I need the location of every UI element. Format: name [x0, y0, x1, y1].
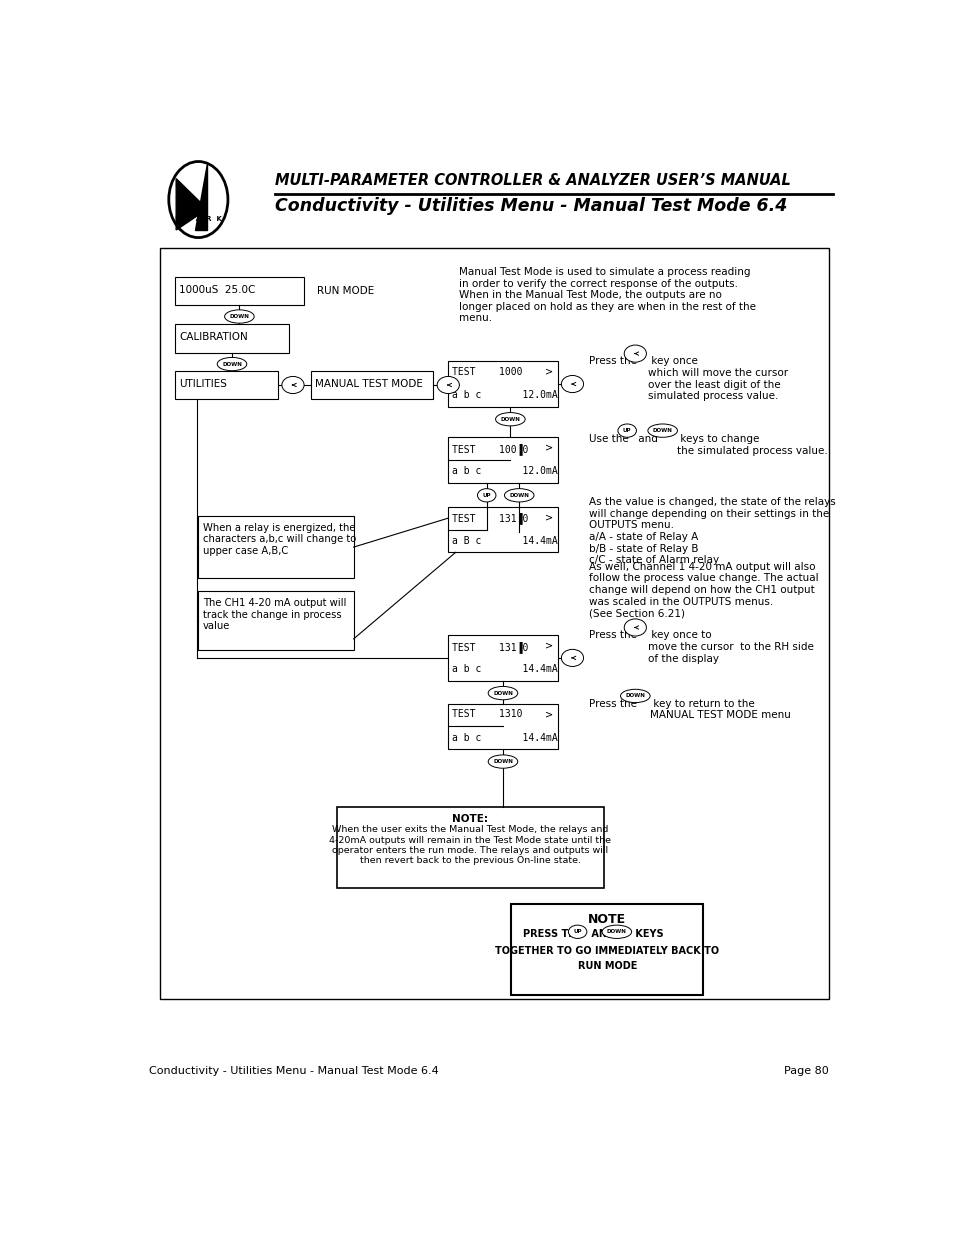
Text: NOTE:: NOTE: — [452, 814, 488, 824]
Ellipse shape — [504, 489, 534, 501]
Text: MANUAL TEST MODE: MANUAL TEST MODE — [314, 379, 422, 389]
Text: Press the: Press the — [588, 357, 639, 367]
Bar — [160, 248, 828, 999]
Text: a B c       14.4mA: a B c 14.4mA — [452, 536, 558, 546]
Text: The CH1 4-20 mA output will
track the change in process
value: The CH1 4-20 mA output will track the ch… — [203, 598, 346, 631]
Text: TEST    131▐0: TEST 131▐0 — [452, 513, 528, 525]
Text: When the user exits the Manual Test Mode, the relays and
4-20mA outputs will rem: When the user exits the Manual Test Mode… — [329, 825, 611, 866]
Text: RUN MODE: RUN MODE — [577, 961, 637, 971]
Text: UTILITIES: UTILITIES — [179, 379, 227, 389]
Text: MULTI-PARAMETER CONTROLLER & ANALYZER USER’S MANUAL: MULTI-PARAMETER CONTROLLER & ANALYZER US… — [274, 173, 789, 188]
Text: >: > — [544, 709, 553, 719]
Ellipse shape — [217, 357, 247, 370]
Ellipse shape — [560, 650, 583, 667]
Bar — [448, 361, 558, 406]
Text: DOWN: DOWN — [625, 693, 644, 699]
Text: >: > — [544, 513, 553, 522]
Text: a b c       14.4mA: a b c 14.4mA — [452, 664, 558, 674]
Text: 1000uS  25.0C: 1000uS 25.0C — [179, 285, 255, 295]
Ellipse shape — [495, 412, 524, 426]
Text: a b c       12.0mA: a b c 12.0mA — [452, 467, 558, 477]
Text: DOWN: DOWN — [222, 362, 242, 367]
Text: DOWN: DOWN — [606, 929, 626, 935]
Ellipse shape — [476, 489, 496, 501]
Ellipse shape — [619, 689, 649, 703]
Bar — [448, 704, 558, 750]
Text: As the value is changed, the state of the relays
will change depending on their : As the value is changed, the state of th… — [588, 498, 835, 566]
Text: S  H  A  R  K: S H A R K — [174, 216, 221, 221]
Ellipse shape — [601, 925, 631, 939]
Text: DOWN: DOWN — [230, 314, 249, 319]
Ellipse shape — [618, 424, 636, 437]
Bar — [198, 516, 354, 578]
Text: DOWN: DOWN — [493, 760, 513, 764]
Bar — [174, 324, 289, 353]
Text: UP: UP — [482, 493, 491, 498]
Ellipse shape — [560, 375, 583, 393]
Text: Use the: Use the — [588, 435, 631, 445]
Ellipse shape — [281, 377, 304, 394]
Bar — [448, 437, 558, 483]
Text: When a relay is energized, the
characters a,b,c will change to
upper case A,B,C: When a relay is energized, the character… — [203, 522, 355, 556]
Text: Press the: Press the — [588, 630, 639, 640]
Ellipse shape — [623, 619, 646, 636]
Text: DOWN: DOWN — [500, 416, 519, 421]
Text: >: > — [544, 367, 553, 377]
Text: TEST    100▐0: TEST 100▐0 — [452, 443, 528, 454]
Bar — [311, 370, 433, 399]
Text: >: > — [544, 641, 553, 651]
Text: a b c       12.0mA: a b c 12.0mA — [452, 390, 558, 400]
Text: DOWN: DOWN — [493, 690, 513, 695]
Text: RUN MODE: RUN MODE — [317, 285, 375, 296]
Circle shape — [169, 162, 228, 237]
Text: a b c       14.4mA: a b c 14.4mA — [452, 732, 558, 742]
Ellipse shape — [488, 687, 517, 700]
Bar — [448, 506, 558, 552]
Text: key to return to the
MANUAL TEST MODE menu: key to return to the MANUAL TEST MODE me… — [649, 699, 790, 720]
Ellipse shape — [436, 377, 459, 394]
Ellipse shape — [647, 424, 677, 437]
Text: Conductivity - Utilities Menu - Manual Test Mode 6.4: Conductivity - Utilities Menu - Manual T… — [274, 198, 786, 215]
Text: TEST    131▐0: TEST 131▐0 — [452, 641, 528, 652]
Bar — [448, 635, 558, 680]
Polygon shape — [176, 179, 207, 230]
Text: Page 80: Page 80 — [783, 1066, 828, 1076]
Text: >: > — [544, 443, 553, 453]
Ellipse shape — [488, 755, 517, 768]
Text: TOGETHER TO GO IMMEDIATELY BACK TO: TOGETHER TO GO IMMEDIATELY BACK TO — [495, 946, 719, 956]
Ellipse shape — [568, 925, 586, 939]
Polygon shape — [194, 163, 207, 230]
Text: Conductivity - Utilities Menu - Manual Test Mode 6.4: Conductivity - Utilities Menu - Manual T… — [149, 1066, 438, 1076]
Text: Manual Test Mode is used to simulate a process reading
in order to verify the co: Manual Test Mode is used to simulate a p… — [459, 267, 756, 324]
Text: key once
which will move the cursor
over the least digit of the
simulated proces: key once which will move the cursor over… — [647, 357, 787, 401]
Text: and: and — [634, 435, 660, 445]
Ellipse shape — [623, 345, 646, 362]
Text: DOWN: DOWN — [509, 493, 529, 498]
Text: UP: UP — [573, 929, 581, 935]
Text: KEYS: KEYS — [631, 929, 662, 939]
Text: key once to
move the cursor  to the RH side
of the display: key once to move the cursor to the RH si… — [647, 630, 813, 663]
Ellipse shape — [224, 310, 253, 324]
Bar — [174, 370, 278, 399]
Bar — [511, 904, 702, 994]
Bar — [174, 277, 304, 305]
Text: keys to change
the simulated process value.: keys to change the simulated process val… — [677, 435, 827, 456]
Text: CALIBRATION: CALIBRATION — [179, 332, 248, 342]
Bar — [337, 808, 603, 888]
Text: TEST    1310: TEST 1310 — [452, 709, 522, 719]
Bar — [198, 592, 354, 651]
Text: Press the: Press the — [588, 699, 639, 709]
Text: AND: AND — [587, 929, 618, 939]
Text: As well, Channel 1 4-20 mA output will also
follow the process value change. The: As well, Channel 1 4-20 mA output will a… — [588, 562, 818, 619]
Text: TEST    1000: TEST 1000 — [452, 367, 522, 377]
Text: DOWN: DOWN — [652, 429, 672, 433]
Text: UP: UP — [622, 429, 631, 433]
Text: NOTE: NOTE — [588, 913, 625, 926]
Text: PRESS THE: PRESS THE — [522, 929, 586, 939]
